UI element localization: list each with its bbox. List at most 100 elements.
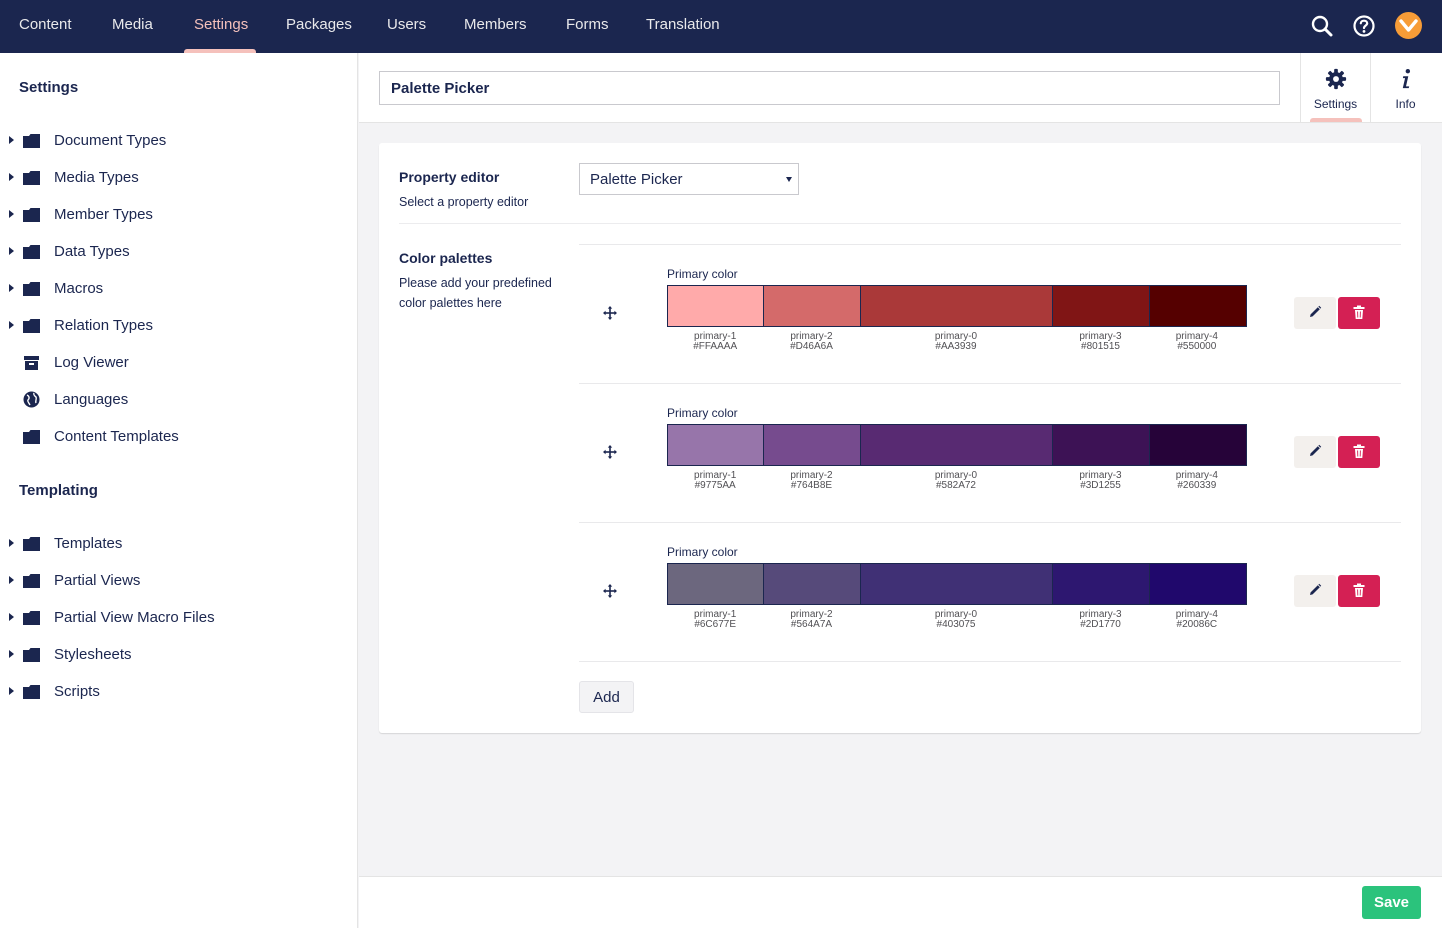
nav-item-content[interactable]: Content: [19, 16, 72, 33]
folder-icon: [23, 648, 40, 662]
tree-item-media-types[interactable]: Media Types: [0, 163, 358, 193]
swatch-label: primary-3 #2D1770: [1052, 610, 1148, 630]
swatch-label: primary-1 #6C677E: [667, 610, 763, 630]
tree-item-stylesheets[interactable]: Stylesheets: [0, 640, 358, 670]
user-avatar-icon: [1399, 19, 1418, 32]
section-divider: [399, 223, 1401, 224]
user-avatar[interactable]: [1395, 12, 1422, 39]
property-editor-select[interactable]: Palette Picker: [579, 163, 799, 195]
expand-caret-icon[interactable]: [9, 247, 14, 255]
color-swatch: [1053, 564, 1150, 604]
help-icon[interactable]: [1351, 13, 1377, 39]
color-palettes-description: Please add your predefined color palette…: [399, 276, 552, 310]
folder-icon: [23, 611, 40, 625]
tab-settings[interactable]: Settings: [1300, 53, 1370, 123]
name-input[interactable]: [379, 71, 1280, 105]
swatch-hex: #6C677E: [694, 619, 737, 630]
expand-caret-icon[interactable]: [9, 650, 14, 658]
top-navigation-bar: Content Media Settings Packages Users Me…: [0, 0, 1442, 53]
swatch-label: primary-4 #260339: [1149, 471, 1245, 491]
delete-palette-button[interactable]: [1338, 436, 1380, 468]
expand-caret-icon[interactable]: [9, 284, 14, 292]
swatch-label: primary-0 #403075: [860, 610, 1053, 630]
tree-item-data-types[interactable]: Data Types: [0, 237, 358, 267]
tree-item-partial-views[interactable]: Partial Views: [0, 566, 358, 596]
tree-item-templates[interactable]: Templates: [0, 529, 358, 559]
expand-caret-icon[interactable]: [9, 576, 14, 584]
swatch-hex: #AA3939: [935, 341, 977, 352]
sidebar-heading-templating: Templating: [19, 482, 98, 499]
nav-item-users[interactable]: Users: [387, 16, 427, 33]
folder-icon: [23, 319, 40, 333]
edit-palette-button[interactable]: [1294, 297, 1336, 329]
swatch-name: primary-0: [934, 331, 978, 342]
settings-sidebar: Settings Document Types Media Types Memb…: [0, 53, 358, 928]
tree-item-document-types[interactable]: Document Types: [0, 126, 358, 156]
drag-handle-icon[interactable]: [603, 445, 617, 459]
active-nav-indicator: [184, 49, 256, 53]
swatch-name: primary-4: [1175, 470, 1218, 481]
nav-item-media[interactable]: Media: [112, 16, 153, 33]
expand-caret-icon[interactable]: [9, 539, 14, 547]
drag-handle-icon[interactable]: [603, 306, 617, 320]
expand-caret-icon[interactable]: [9, 173, 14, 181]
tab-settings-label: Settings: [1313, 97, 1358, 111]
delete-palette-button[interactable]: [1338, 297, 1380, 329]
expand-caret-icon[interactable]: [9, 136, 14, 144]
edit-palette-button[interactable]: [1294, 436, 1336, 468]
expand-caret-icon[interactable]: [9, 687, 14, 695]
tab-info[interactable]: Info: [1370, 53, 1440, 123]
tree-item-label: Document Types: [54, 132, 167, 149]
nav-item-translation[interactable]: Translation: [646, 16, 720, 33]
nav-item-packages[interactable]: Packages: [286, 16, 352, 33]
expand-caret-icon[interactable]: [9, 210, 14, 218]
palette-list: Primary color primary-1 #FFAAAA primary-2 #D…: [579, 244, 1401, 662]
delete-palette-button[interactable]: [1338, 575, 1380, 607]
palette-row: Primary color primary-1 #9775AA primary-2 #7…: [579, 384, 1401, 523]
color-swatch: [860, 425, 1054, 465]
edit-palette-button[interactable]: [1294, 575, 1336, 607]
expand-caret-icon[interactable]: [9, 321, 14, 329]
tree-item-member-types[interactable]: Member Types: [0, 200, 358, 230]
palette-swatches: [667, 563, 1247, 605]
pencil-icon: [1310, 444, 1322, 456]
active-tab-indicator: [1310, 118, 1362, 122]
tree-item-content-templates[interactable]: Content Templates: [0, 422, 358, 452]
swatch-hex: #801515: [1081, 341, 1120, 352]
tree-item-label: Data Types: [54, 243, 130, 260]
expand-caret-icon[interactable]: [9, 613, 14, 621]
swatch-hex: #D46A6A: [790, 341, 833, 352]
tree-item-relation-types[interactable]: Relation Types: [0, 311, 358, 341]
nav-item-settings[interactable]: Settings: [194, 16, 249, 33]
swatch-label: primary-4 #550000: [1149, 332, 1245, 352]
swatch-name: primary-0: [934, 609, 978, 620]
tree-item-scripts[interactable]: Scripts: [0, 677, 358, 707]
swatch-hex: #564A7A: [790, 619, 833, 630]
swatch-hex: #260339: [1177, 480, 1217, 491]
drag-handle-icon[interactable]: [603, 584, 617, 598]
tree-item-label: Partial Views: [54, 572, 141, 589]
tree-item-macros[interactable]: Macros: [0, 274, 358, 304]
tree-item-log-viewer[interactable]: Log Viewer: [0, 348, 358, 378]
search-icon[interactable]: [1309, 13, 1335, 39]
tree-item-partial-view-macro-files[interactable]: Partial View Macro Files: [0, 603, 358, 633]
nav-item-forms[interactable]: Forms: [566, 16, 609, 33]
tree-item-languages[interactable]: Languages: [0, 385, 358, 415]
color-swatch: [668, 286, 765, 326]
tree-item-label: Languages: [54, 391, 129, 408]
nav-item-members[interactable]: Members: [464, 16, 527, 33]
color-swatch: [764, 564, 861, 604]
tree-item-label: Scripts: [54, 683, 100, 700]
pencil-icon: [1310, 583, 1322, 595]
color-swatch: [668, 425, 765, 465]
swatch-hex: #582A72: [935, 480, 976, 491]
swatch-name: primary-4: [1175, 609, 1218, 620]
add-palette-button[interactable]: Add: [579, 681, 634, 713]
palette-swatches: [667, 424, 1247, 466]
save-button[interactable]: Save: [1362, 886, 1421, 919]
swatch-hex: #764B8E: [790, 480, 833, 491]
swatch-hex: #550000: [1177, 341, 1217, 352]
swatch-name: primary-4: [1175, 331, 1218, 342]
tree-item-label: Member Types: [54, 206, 153, 223]
gear-icon: [1325, 68, 1347, 90]
